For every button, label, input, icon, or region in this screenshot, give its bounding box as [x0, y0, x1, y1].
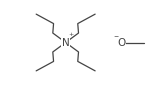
Text: O: O — [118, 37, 126, 48]
Text: N: N — [62, 37, 70, 48]
Text: +: + — [69, 32, 74, 37]
Text: −: − — [113, 33, 118, 38]
